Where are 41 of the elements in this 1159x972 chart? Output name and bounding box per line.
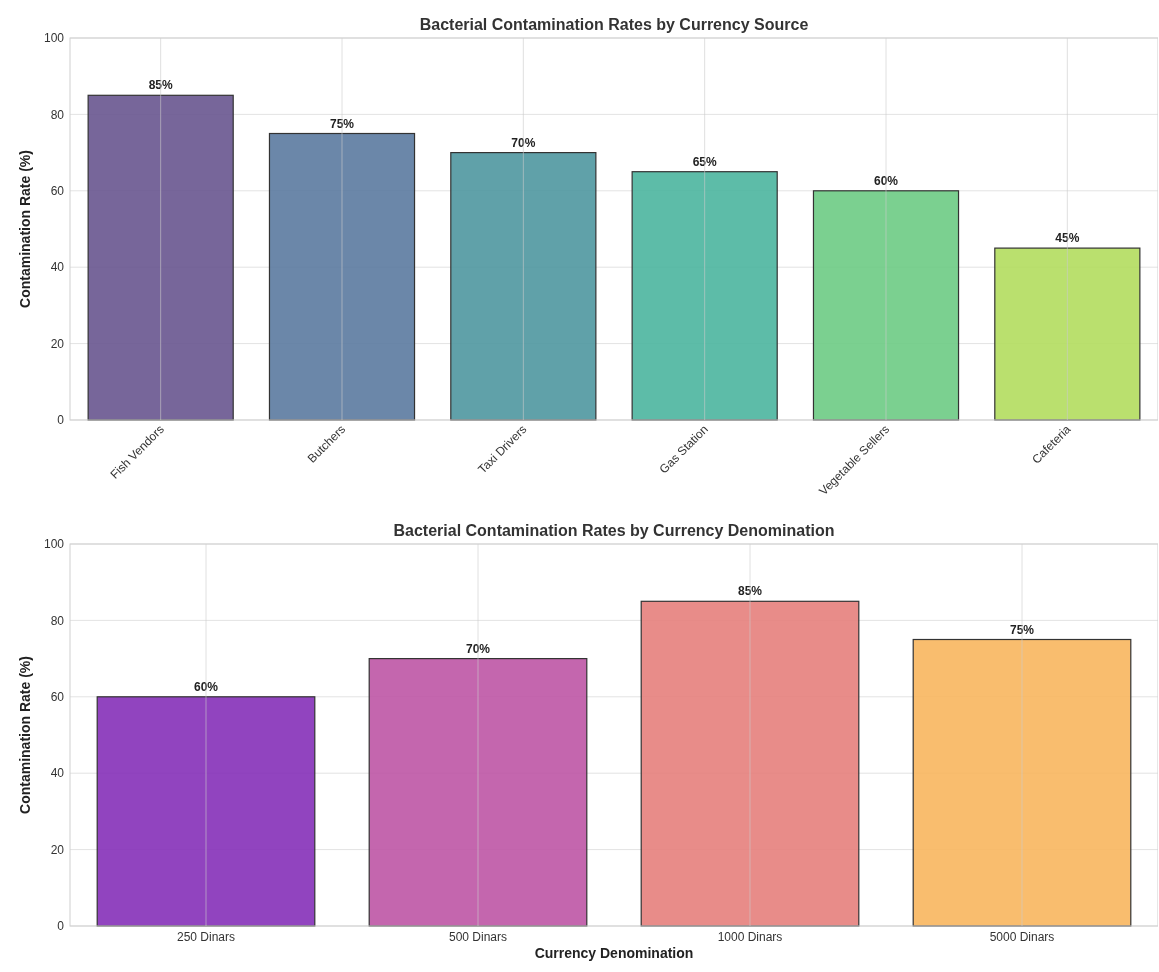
x-tick-label: 1000 Dinars [717,930,783,944]
x-tick-label: 250 Dinars [176,930,236,944]
bar [96,696,316,927]
y-tick-label: 40 [50,766,65,781]
bar [87,94,234,421]
bar [640,600,860,927]
x-tick-label: 500 Dinars [448,930,508,944]
data-label: 85% [737,584,763,599]
data-label: 70% [511,135,536,150]
chart-title: Bacterial Contamination Rates by Currency Denomination [393,522,835,539]
y-tick-label: 80 [50,613,65,628]
y-tick-label: 0 [57,413,65,428]
y-tick-label: 60 [50,184,65,198]
y-axis-title: Contamination Rate (%) [17,150,33,308]
bar [912,638,1132,927]
x-axis-title: Currency Denomination [534,945,694,961]
bar [268,132,416,421]
chart-title: Bacterial Contamination Rates by Currency Source [419,16,809,33]
data-label: 75% [1009,622,1035,637]
y-tick-label: 80 [50,107,65,122]
y-tick-label: 0 [57,919,65,934]
data-label: 60% [873,173,899,188]
data-label: 70% [465,641,491,656]
data-label: 65% [692,154,717,169]
y-tick-label: 100 [43,537,65,552]
bar [450,152,597,421]
data-label: 45% [1055,231,1080,246]
y-axis-title: Contamination Rate (%) [17,656,33,814]
data-label: 60% [193,679,219,694]
y-tick-label: 60 [50,690,65,704]
data-label: 75% [329,116,355,131]
y-tick-label: 100 [43,31,65,46]
bar [994,247,1141,421]
y-tick-label: 20 [50,842,65,857]
data-label: 85% [148,78,173,93]
y-tick-label: 20 [50,336,65,351]
x-tick-label: 5000 Dinars [989,930,1055,944]
bar [368,658,588,927]
bar [812,190,960,421]
bar [631,171,778,421]
y-tick-label: 40 [50,260,65,275]
